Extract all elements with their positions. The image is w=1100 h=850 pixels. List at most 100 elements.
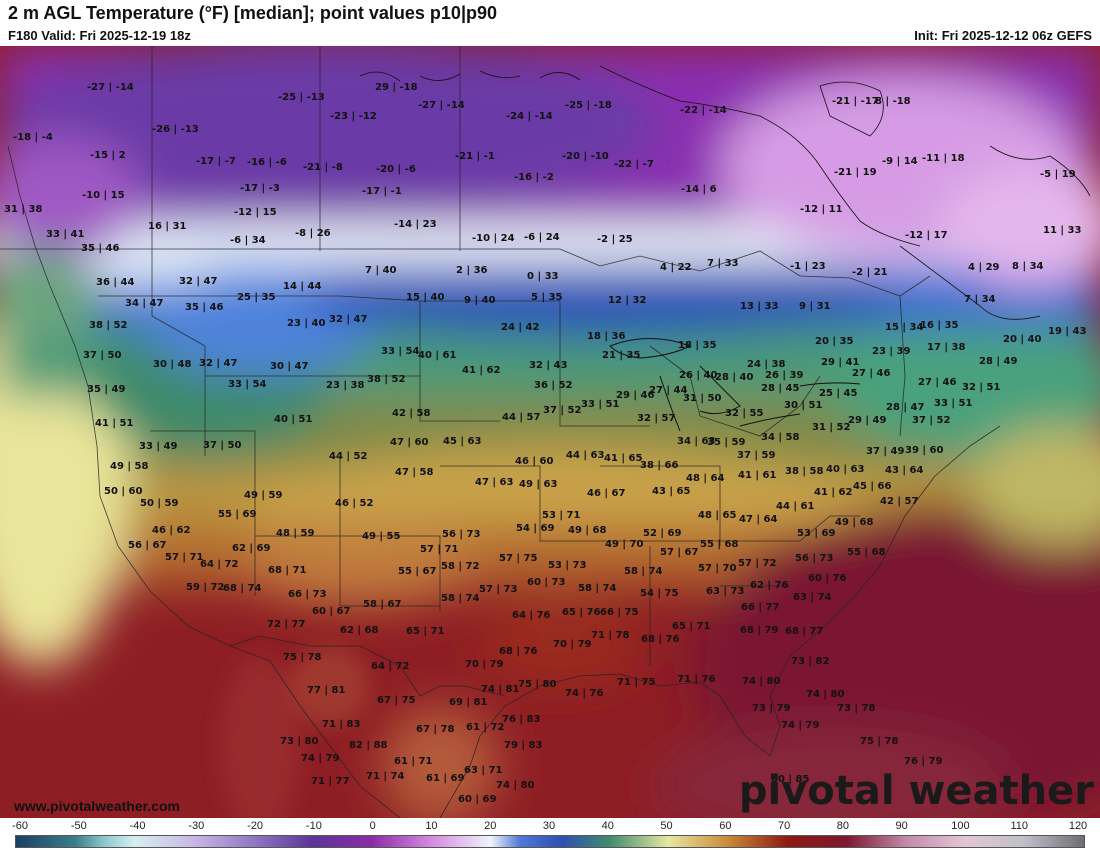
point-value-label: 65 | 71: [406, 626, 445, 637]
point-value-label: 25 | 45: [819, 388, 858, 399]
point-value-label: -27 | -14: [87, 82, 134, 93]
point-value-label: -26 | -13: [152, 124, 199, 135]
point-value-label: 66 | 75: [600, 607, 639, 618]
point-value-label: 5 | 35: [531, 292, 563, 303]
point-value-label: 54 | 69: [516, 523, 555, 534]
point-value-label: -20 | -6: [376, 164, 416, 175]
point-value-label: 2 | 36: [456, 265, 488, 276]
point-value-label: 40 | 51: [274, 414, 313, 425]
colorbar-tick-label: -10: [305, 820, 322, 832]
point-value-label: 18 | 36: [587, 331, 626, 342]
point-value-label: 61 | 69: [426, 773, 465, 784]
point-value-label: 33 | 51: [934, 398, 973, 409]
point-value-label: 42 | 58: [392, 408, 431, 419]
point-value-label: 74 | 79: [301, 753, 340, 764]
point-value-label: 24 | 42: [501, 322, 540, 333]
point-value-label: 21 | 35: [602, 350, 641, 361]
point-value-label: 49 | 70: [605, 539, 644, 550]
colorbar-tick-label: 60: [719, 820, 732, 832]
point-value-label: -15 | 2: [90, 150, 126, 161]
point-value-label: 71 | 78: [591, 630, 630, 641]
point-value-label: 58 | 74: [441, 593, 480, 604]
point-value-label: 20 | 40: [1003, 334, 1042, 345]
point-value-label: 73 | 79: [752, 703, 791, 714]
point-value-label: -21 | -17: [832, 96, 879, 107]
point-value-label: 24 | 38: [747, 359, 786, 370]
point-value-label: 44 | 57: [502, 412, 541, 423]
point-value-label: 37 | 52: [543, 405, 582, 416]
point-value-label: -11 | 18: [922, 153, 965, 164]
colorbar-tick-label: -30: [188, 820, 205, 832]
point-value-label: 31 | 50: [683, 393, 722, 404]
point-value-label: 32 | 47: [199, 358, 238, 369]
point-value-label: 36 | 44: [96, 277, 135, 288]
point-value-label: 66 | 73: [288, 589, 327, 600]
point-value-label: 31 | 52: [812, 422, 851, 433]
point-value-label: 28 | 49: [979, 356, 1018, 367]
colorbar-tick-label: 70: [777, 820, 791, 832]
point-value-label: 33 | 54: [381, 346, 420, 357]
point-value-label: -16 | -6: [247, 157, 287, 168]
point-value-label: 48 | 65: [698, 510, 737, 521]
point-value-label: -12 | 11: [800, 204, 843, 215]
point-value-label: 40 | 61: [418, 350, 457, 361]
point-value-label: 33 | 41: [46, 229, 85, 240]
point-value-label: -2 | 25: [597, 234, 633, 245]
point-value-label: 65 | 76: [562, 607, 601, 618]
point-value-label: 43 | 65: [652, 486, 691, 497]
point-value-label: 60 | 73: [527, 577, 566, 588]
point-value-label: 73 | 82: [791, 656, 830, 667]
point-value-label: 57 | 70: [698, 563, 737, 574]
colorbar-tick-label: 30: [542, 820, 556, 832]
point-value-label: 74 | 81: [481, 684, 520, 695]
point-value-label: 32 | 51: [962, 382, 1001, 393]
point-value-label: 41 | 51: [95, 418, 134, 429]
point-value-label: 7 | 33: [707, 258, 739, 269]
colorbar-strip: [15, 835, 1085, 848]
point-value-label: 47 | 58: [395, 467, 434, 478]
point-value-label: 37 | 50: [203, 440, 242, 451]
point-value-label: 25 | 35: [237, 292, 276, 303]
point-value-label: 53 | 73: [548, 560, 587, 571]
point-value-label: 72 | 77: [267, 619, 306, 630]
point-value-label: -5 | 19: [1040, 169, 1076, 180]
point-value-label: 28 | 40: [715, 372, 754, 383]
point-value-label: 32 | 43: [529, 360, 568, 371]
point-value-label: 74 | 80: [742, 676, 781, 687]
point-value-label: 57 | 72: [738, 558, 777, 569]
point-value-label: 30 | 51: [784, 400, 823, 411]
point-value-label: 23 | 38: [326, 380, 365, 391]
point-value-label: 71 | 77: [311, 776, 350, 787]
point-value-label: 68 | 76: [641, 634, 680, 645]
colorbar-tick-label: 50: [660, 820, 673, 832]
point-value-label: 42 | 57: [880, 496, 919, 507]
point-value-label: 35 | 46: [185, 302, 224, 313]
colorbar-tick-label: 120: [1068, 820, 1088, 832]
point-value-label: -14 | 6: [681, 184, 717, 195]
point-value-label: 57 | 71: [165, 552, 204, 563]
point-value-label: 32 | 47: [179, 276, 218, 287]
point-value-label: 4 | 29: [968, 262, 1000, 273]
point-value-label: -12 | 15: [234, 207, 277, 218]
point-value-label: 63 | 71: [464, 765, 503, 776]
temperature-map[interactable]: -27 | -14 -25 | -13 29 | -18 -27 | -14 -23 |…: [0, 46, 1100, 818]
point-value-label: 79 | 83: [504, 740, 543, 751]
point-value-label: 44 | 52: [329, 451, 368, 462]
point-value-label: 56 | 67: [128, 540, 167, 551]
point-value-label: -20 | -10: [562, 151, 609, 162]
point-value-label: 47 | 63: [475, 477, 514, 488]
point-value-label: 75 | 78: [860, 736, 899, 747]
point-value-label: 26 | 40: [679, 370, 718, 381]
point-value-label: 77 | 81: [307, 685, 346, 696]
point-value-label: 13 | 33: [740, 301, 779, 312]
point-value-label: 17 | 38: [927, 342, 966, 353]
point-value-label: 54 | 75: [640, 588, 679, 599]
point-value-label: 9 | 40: [464, 295, 496, 306]
point-value-label: 33 | 54: [228, 379, 267, 390]
point-value-label: 37 | 52: [912, 415, 951, 426]
point-value-label: 74 | 79: [781, 720, 820, 731]
point-value-label: 30 | 48: [153, 359, 192, 370]
point-value-label: 67 | 78: [416, 724, 455, 735]
point-value-label: 68 | 71: [268, 565, 307, 576]
point-value-label: 50 | 59: [140, 498, 179, 509]
